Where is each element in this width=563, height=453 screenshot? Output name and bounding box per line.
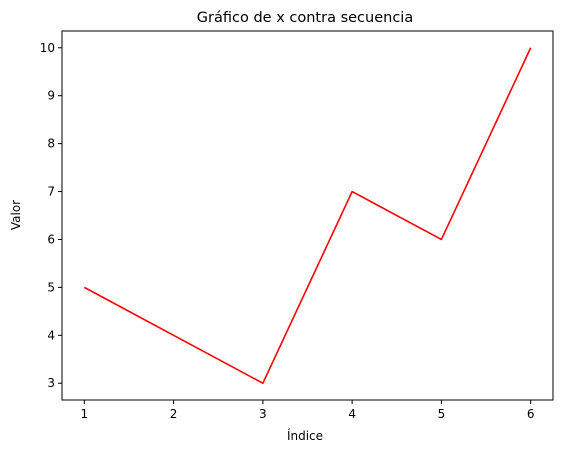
y-tick-label: 7 bbox=[47, 185, 55, 199]
plot-area: 1 2 3 4 5 6 3 4 5 6 7 8 9 10 bbox=[40, 30, 554, 421]
x-tick-label: 2 bbox=[170, 407, 178, 421]
y-tick-label: 9 bbox=[47, 89, 55, 103]
series-line bbox=[83, 47, 532, 385]
x-tick-label: 6 bbox=[527, 407, 535, 421]
x-tick-label: 3 bbox=[259, 407, 267, 421]
y-tick-label: 3 bbox=[47, 376, 55, 390]
y-tick-label: 10 bbox=[40, 41, 55, 55]
x-tick-label: 4 bbox=[348, 407, 356, 421]
y-tick-label: 5 bbox=[47, 280, 55, 294]
plot-frame bbox=[61, 30, 554, 401]
y-tick-label: 6 bbox=[47, 232, 55, 246]
y-tick-label: 8 bbox=[47, 137, 55, 151]
y-axis-label: Valor bbox=[9, 200, 23, 230]
chart-title: Gráfico de x contra secuencia bbox=[197, 10, 413, 26]
x-axis-label: Índice bbox=[287, 428, 323, 443]
y-tick-label: 4 bbox=[47, 328, 55, 342]
x-tick-label: 1 bbox=[80, 407, 88, 421]
x-tick-label: 5 bbox=[438, 407, 446, 421]
